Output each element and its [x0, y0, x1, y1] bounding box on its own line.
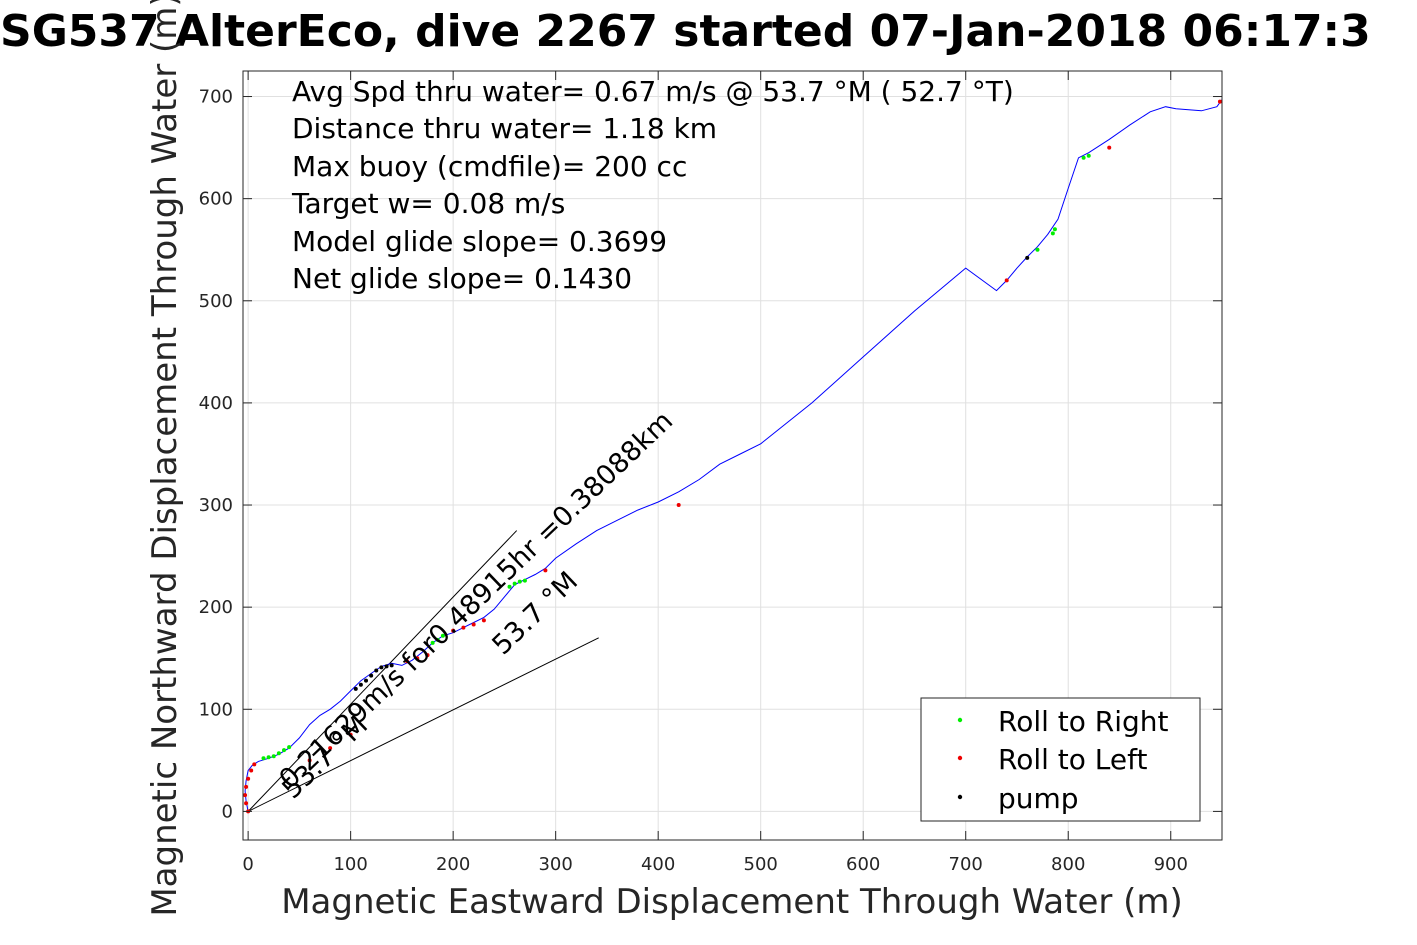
marker-pump [1025, 255, 1030, 260]
x-tick-label: 800 [1051, 854, 1085, 875]
y-tick-label: 300 [199, 495, 233, 516]
marker-roll-to-right [287, 745, 292, 750]
marker-pump [379, 665, 384, 670]
marker-layer [243, 99, 1222, 814]
x-tick-label: 400 [641, 854, 675, 875]
legend-box [920, 697, 1201, 822]
marker-roll-to-left [244, 784, 249, 789]
track-path [244, 99, 1223, 812]
y-tick-label: 700 [199, 87, 233, 108]
info-net-glide-slope: Net glide slope= 0.1430 [292, 262, 632, 295]
marker-roll-to-left [1107, 145, 1112, 150]
marker-roll-to-left [461, 625, 466, 630]
y-tick-label: 400 [199, 393, 233, 414]
y-axis-label: Magnetic Northward Displacement Through … [145, 0, 185, 917]
marker-roll-to-right [507, 584, 512, 589]
marker-roll-to-right [430, 640, 435, 645]
y-tick-label: 600 [199, 189, 233, 210]
marker-roll-to-right [276, 751, 281, 756]
marker-roll-to-left [451, 628, 456, 633]
marker-roll-to-left [246, 776, 251, 781]
marker-roll-to-left [481, 618, 486, 623]
marker-roll-to-left [415, 656, 420, 661]
marker-roll-to-right [1050, 231, 1055, 236]
heading-line-lower [247, 637, 599, 812]
legend: Roll to Right Roll to Left pump [920, 697, 1201, 822]
marker-roll-to-right [266, 755, 271, 760]
chart-title: SG537 AlterEco, dive 2267 started 07-Jan… [0, 6, 1371, 57]
marker-pump [364, 678, 369, 683]
marker-roll-to-left [471, 622, 476, 627]
marker-roll-to-left [348, 732, 353, 737]
heading-line-upper [247, 530, 518, 812]
marker-roll-to-right [440, 633, 445, 638]
marker-pump [369, 673, 374, 678]
marker-roll-to-right [435, 637, 440, 642]
x-tick-label: 700 [949, 854, 983, 875]
y-tick-label: 0 [222, 801, 233, 822]
x-tick-label: 200 [436, 854, 470, 875]
marker-roll-to-left [676, 503, 681, 508]
marker-pump [384, 664, 389, 669]
marker-pump [353, 686, 358, 691]
marker-roll-to-left [243, 793, 248, 798]
x-tick-label: 300 [538, 854, 572, 875]
info-distance: Distance thru water= 1.18 km [292, 112, 717, 145]
legend-label-roll-left: Roll to Left [998, 743, 1147, 776]
marker-roll-to-left [425, 653, 430, 658]
track-path-layer [244, 99, 1223, 812]
marker-pump [389, 663, 394, 668]
x-axis-label: Magnetic Eastward Displacement Through W… [281, 882, 1183, 922]
info-model-glide-slope: Model glide slope= 0.3699 [292, 225, 667, 258]
marker-roll-to-left [307, 758, 312, 763]
marker-roll-to-right [1052, 227, 1057, 232]
legend-marker-roll-left [957, 755, 963, 761]
info-max-buoy: Max buoy (cmdfile)= 200 cc [292, 150, 687, 183]
y-tick-label: 500 [199, 291, 233, 312]
marker-roll-to-left [244, 801, 249, 806]
info-target-w: Target w= 0.08 m/s [291, 187, 565, 220]
marker-roll-to-left [328, 746, 333, 751]
marker-roll-to-left [249, 768, 254, 773]
marker-roll-to-right [512, 581, 517, 586]
marker-roll-to-right [271, 754, 276, 759]
marker-pump [358, 682, 363, 687]
legend-marker-roll-right [957, 717, 963, 723]
legend-marker-pump [957, 794, 963, 800]
y-tick-label: 200 [199, 597, 233, 618]
marker-roll-to-right [282, 748, 287, 753]
marker-roll-to-right [261, 756, 266, 761]
x-tick-label: 900 [1154, 854, 1188, 875]
heading-guide-lines [247, 530, 599, 812]
marker-roll-to-left [252, 762, 257, 767]
marker-roll-to-right [1081, 155, 1086, 160]
marker-roll-to-left [1004, 278, 1009, 283]
axis-ticks: 0 100 200 300 400 500 600 700 800 900 0 100 200 300 40… [199, 71, 1222, 875]
info-block: Avg Spd thru water= 0.67 m/s @ 53.7 °M (… [291, 75, 1014, 295]
legend-label-roll-right: Roll to Right [998, 705, 1169, 738]
marker-roll-to-right [522, 578, 527, 583]
x-tick-label: 100 [333, 854, 367, 875]
plot-frame [242, 70, 1223, 841]
marker-roll-to-left [1217, 99, 1222, 104]
marker-pump [374, 668, 379, 673]
grid-lines [243, 71, 1222, 840]
info-avg-speed: Avg Spd thru water= 0.67 m/s @ 53.7 °M (… [292, 75, 1014, 108]
marker-roll-to-right [1086, 153, 1091, 158]
y-tick-label: 100 [199, 699, 233, 720]
marker-roll-to-right [517, 579, 522, 584]
marker-roll-to-left [405, 659, 410, 664]
x-tick-label: 0 [242, 854, 253, 875]
x-tick-label: 600 [846, 854, 880, 875]
marker-roll-to-right [1035, 247, 1040, 252]
marker-roll-to-left [543, 568, 548, 573]
legend-label-pump: pump [998, 782, 1079, 815]
x-tick-label: 500 [744, 854, 778, 875]
